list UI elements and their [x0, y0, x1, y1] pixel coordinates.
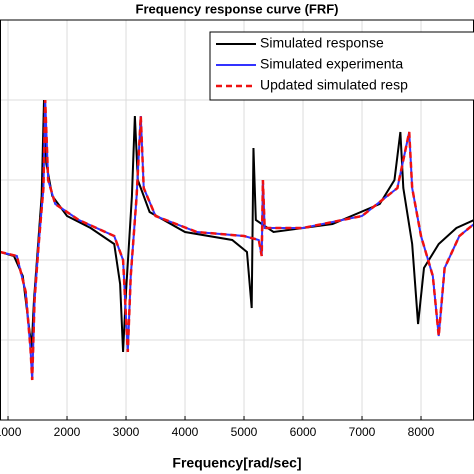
- series-line: [0, 99, 474, 381]
- legend-label: Simulated response: [260, 35, 384, 51]
- series-line: [0, 99, 474, 381]
- x-tick-label: 7000: [349, 425, 376, 439]
- x-tick-label: 8000: [408, 425, 435, 439]
- x-tick-label: 2000: [54, 425, 81, 439]
- x-tick-label: 4000: [172, 425, 199, 439]
- x-tick-label: 6000: [290, 425, 317, 439]
- legend-label: Updated simulated resp: [260, 77, 408, 93]
- legend: Simulated response Simulated experimenta U…: [209, 31, 474, 101]
- series-line: [0, 99, 474, 353]
- chart-title: Frequency response curve (FRF): [136, 1, 339, 16]
- x-tick-label: 5000: [231, 425, 258, 439]
- x-axis-label: Frequency[rad/sec]: [172, 455, 301, 471]
- x-tick-label: 1000: [0, 425, 22, 439]
- legend-label: Simulated experimenta: [260, 56, 403, 72]
- x-tick-label: 3000: [113, 425, 140, 439]
